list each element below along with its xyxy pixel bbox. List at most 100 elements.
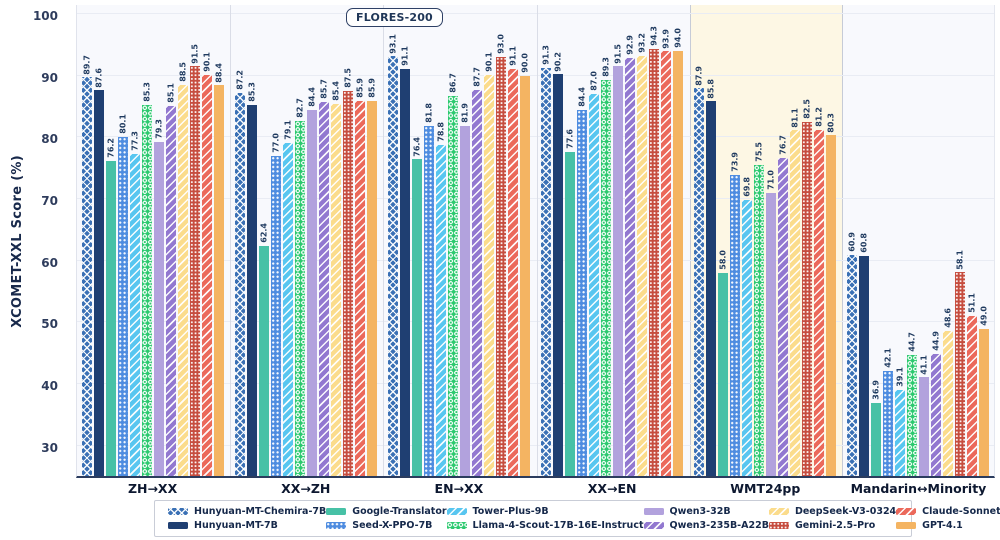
bar-value-label: 91.3 (541, 44, 551, 65)
bar: 76.7 (777, 135, 788, 476)
bar: 62.4 (259, 223, 270, 476)
bar-value-label: 44.9 (931, 331, 941, 351)
x-category-label: ZH→XX (127, 481, 178, 496)
bar: 48.6 (942, 308, 953, 476)
bar-value-label: 81.8 (424, 103, 434, 124)
bar-value-label: 90.1 (202, 52, 212, 72)
bar-value-label: 93.2 (637, 33, 647, 53)
bar-value-label: 58.1 (955, 249, 965, 270)
gridline (77, 321, 994, 323)
bar: 94.3 (648, 26, 659, 476)
legend-marker (768, 522, 789, 530)
bar: 91.5 (612, 44, 623, 476)
bar: 39.1 (894, 367, 905, 476)
bar-value-label: 60.9 (847, 232, 857, 253)
x-category-label: XX→ZH (281, 481, 331, 496)
legend: Hunyuan-MT-Chemira-7B Hunyuan-MT-7B Google… (154, 500, 1000, 537)
bar-value-label: 80.1 (118, 113, 128, 134)
legend-label: Qwen3-235B-A22B (669, 520, 769, 532)
bar-group-xx-zh: 87.2 85.3 62.4 77.0 79.1 82.7 84.4 85.7 85.4 87.5… (230, 5, 383, 476)
bar: 87.2 (235, 70, 246, 476)
bar: 82.5 (801, 99, 812, 476)
bar-value-label: 87.9 (694, 65, 704, 86)
legend-item: Claude-Sonnet-4 (896, 506, 1000, 517)
bar: 79.1 (283, 120, 294, 476)
legend-item: Hunyuan-MT-7B (168, 520, 326, 531)
bar-groups: 89.7 87.6 76.2 80.1 77.3 85.3 79.3 85.1 88.5 91.5… (77, 5, 994, 476)
bar-value-label: 82.5 (802, 99, 812, 119)
legend-label: Llama-4-Scout-17B-16E-Instruct (472, 520, 644, 532)
x-axis-labels: ZH→XX XX→ZH EN→XX XX→EN WMT24pp Mandarin↔Mino… (76, 481, 995, 496)
legend-item: Tower-Plus-9B (446, 505, 644, 517)
bar: 85.9 (355, 78, 366, 476)
bar-value-label: 79.3 (154, 118, 164, 139)
bar-value-label: 36.9 (871, 380, 881, 401)
y-tick-label: 30 (41, 440, 58, 455)
bar-group-zh-xx: 89.7 87.6 76.2 80.1 77.3 85.3 79.3 85.1 88.5 91.5… (77, 5, 230, 476)
y-tick-label: 100 (32, 8, 58, 23)
bar: 60.9 (846, 232, 857, 476)
y-tick-label: 70 (41, 193, 58, 208)
bar-value-label: 48.6 (943, 308, 953, 328)
bar-value-label: 87.6 (94, 67, 104, 88)
bar-value-label: 82.7 (295, 97, 305, 118)
bar-value-label: 93.0 (496, 34, 506, 54)
legend-marker (326, 507, 347, 515)
bar-value-label: 88.5 (178, 62, 188, 82)
bar: 77.6 (564, 129, 575, 476)
bar-value-label: 62.4 (259, 223, 269, 243)
bar: 77.3 (130, 131, 141, 476)
bar: 42.1 (882, 348, 893, 476)
bar: 89.7 (82, 55, 93, 476)
legend-label: Claude-Sonnet-4 (922, 505, 1000, 517)
bar-value-label: 81.9 (460, 102, 470, 123)
bar-value-label: 73.9 (730, 152, 740, 172)
legend-marker (446, 522, 467, 530)
bar-value-label: 94.3 (649, 26, 659, 46)
bar-value-label: 51.1 (967, 292, 977, 313)
y-tick-label: 50 (41, 317, 58, 332)
legend-marker (768, 507, 789, 515)
bar-value-label: 79.1 (283, 120, 293, 140)
gridline (77, 74, 994, 76)
bar-value-label: 87.2 (235, 70, 245, 90)
bar-value-label: 90.1 (484, 52, 494, 72)
bar-value-label: 91.5 (190, 43, 200, 64)
legend-item: DeepSeek-V3-0324 (768, 506, 896, 517)
bar-value-label: 93.9 (661, 28, 671, 49)
bar-value-label: 85.3 (247, 81, 257, 102)
bar-value-label: 87.5 (343, 68, 353, 88)
legend-item: GPT-4.1 (896, 520, 1000, 531)
legend-label: Tower-Plus-9B (472, 505, 549, 517)
bar: 71.0 (765, 170, 776, 476)
bar: 87.6 (94, 68, 105, 476)
bar: 93.2 (636, 33, 647, 476)
legend-marker (326, 522, 347, 530)
bar: 81.1 (789, 108, 800, 476)
bar: 58.0 (717, 250, 728, 476)
bar: 58.1 (954, 250, 965, 476)
bar: 87.9 (693, 66, 704, 476)
bar: 84.4 (307, 87, 318, 476)
bar: 84.4 (576, 87, 587, 476)
bar: 87.5 (343, 68, 354, 476)
bar-value-label: 41.1 (919, 354, 929, 375)
x-category-label: EN→XX (434, 481, 484, 496)
bar: 92.9 (624, 35, 635, 476)
legend-item: Hunyuan-MT-Chemira-7B (168, 506, 326, 517)
bar: 81.9 (460, 103, 471, 476)
chart-title-badge: FLORES-200 (346, 8, 443, 27)
bar: 93.1 (388, 34, 399, 476)
bar: 91.1 (400, 46, 411, 476)
bar-value-label: 49.0 (979, 305, 989, 326)
bar: 79.3 (154, 119, 165, 476)
bar: 82.7 (295, 98, 306, 476)
bar: 85.3 (142, 82, 153, 476)
bar: 73.9 (729, 152, 740, 476)
legend-item: Llama-4-Scout-17B-16E-Instruct (446, 520, 644, 532)
bar: 90.1 (202, 52, 213, 476)
bar-value-label: 60.8 (859, 232, 869, 253)
bar: 80.3 (825, 113, 836, 476)
bar: 87.7 (472, 67, 483, 476)
